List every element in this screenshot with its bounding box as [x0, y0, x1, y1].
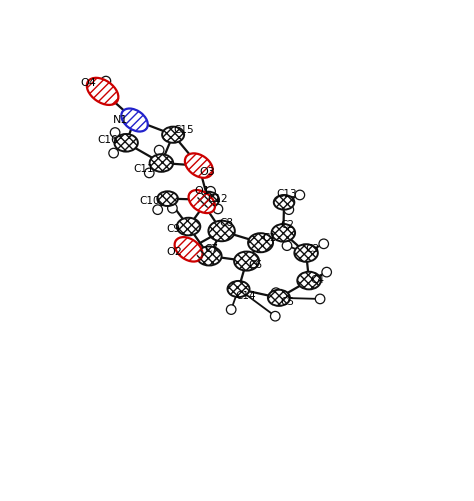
Circle shape — [284, 205, 293, 214]
Text: C4: C4 — [310, 275, 324, 285]
Circle shape — [153, 205, 163, 214]
Circle shape — [101, 76, 110, 86]
Circle shape — [282, 241, 292, 250]
Text: O4: O4 — [80, 78, 96, 88]
Text: C14: C14 — [236, 291, 256, 301]
Ellipse shape — [121, 109, 148, 132]
Ellipse shape — [228, 281, 249, 297]
Ellipse shape — [197, 246, 222, 266]
Ellipse shape — [297, 272, 321, 290]
Ellipse shape — [294, 244, 318, 262]
Text: O1: O1 — [195, 186, 210, 196]
Text: C12: C12 — [207, 194, 228, 204]
Text: C10: C10 — [140, 196, 160, 206]
Circle shape — [109, 148, 118, 158]
Text: N1: N1 — [113, 115, 128, 125]
Text: C8: C8 — [219, 218, 233, 228]
Text: O2: O2 — [166, 247, 182, 258]
Text: C13: C13 — [277, 189, 297, 199]
Ellipse shape — [150, 154, 173, 172]
Text: C6: C6 — [248, 261, 263, 271]
Ellipse shape — [157, 191, 178, 206]
Text: C15: C15 — [173, 125, 194, 135]
Text: C2: C2 — [281, 220, 295, 230]
Circle shape — [271, 288, 281, 298]
Ellipse shape — [209, 220, 235, 241]
Text: C11: C11 — [133, 164, 154, 174]
Ellipse shape — [268, 290, 290, 306]
Ellipse shape — [197, 192, 219, 208]
Text: C16: C16 — [98, 135, 118, 145]
Text: C9: C9 — [167, 224, 181, 234]
Ellipse shape — [177, 218, 201, 235]
Circle shape — [145, 168, 154, 178]
Circle shape — [206, 186, 215, 196]
Ellipse shape — [274, 195, 294, 209]
Circle shape — [295, 190, 305, 200]
Text: C5: C5 — [280, 297, 294, 307]
Text: C7: C7 — [204, 244, 219, 255]
Ellipse shape — [185, 153, 213, 178]
Ellipse shape — [248, 233, 273, 253]
Circle shape — [271, 312, 280, 321]
Circle shape — [168, 203, 177, 213]
Circle shape — [322, 268, 331, 277]
Ellipse shape — [162, 127, 184, 143]
Ellipse shape — [174, 237, 202, 262]
Circle shape — [155, 145, 164, 155]
Circle shape — [319, 239, 328, 248]
Ellipse shape — [272, 224, 295, 241]
Circle shape — [213, 204, 223, 214]
Text: C1: C1 — [263, 233, 276, 243]
Circle shape — [315, 294, 325, 304]
Ellipse shape — [114, 134, 138, 152]
Ellipse shape — [234, 252, 259, 271]
Circle shape — [227, 305, 236, 314]
Circle shape — [110, 128, 120, 137]
Text: C3: C3 — [306, 243, 320, 254]
Text: O3: O3 — [199, 167, 215, 177]
Ellipse shape — [87, 78, 118, 105]
Ellipse shape — [189, 190, 215, 213]
